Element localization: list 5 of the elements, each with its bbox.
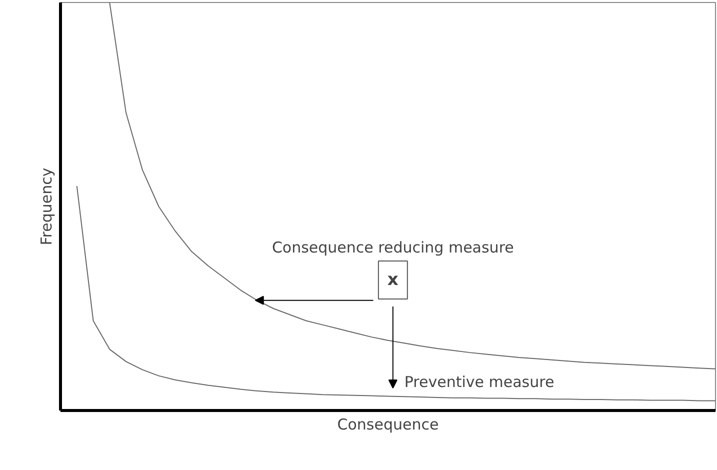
annotation: Consequence reducing measure (272, 238, 514, 256)
annotation: x (387, 270, 398, 290)
x-axis-title: Consequence (337, 416, 439, 434)
y-axis-title: Frequency (38, 168, 56, 246)
annotation: Preventive measure (404, 372, 554, 391)
